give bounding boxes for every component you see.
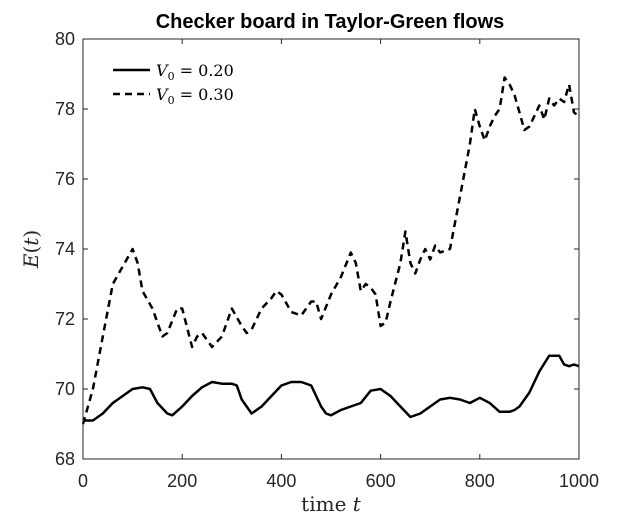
plot-background [83,39,579,459]
y-axis-label-var: E [19,253,43,269]
series-layer [81,76,580,425]
y-axis: 68 70 72 74 76 78 80 [55,29,579,469]
x-tick-label: 1000 [559,471,599,491]
y-tick-label: 78 [55,99,75,119]
chart-title: Checker board in Taylor-Green flows [156,11,505,33]
legend: V0 = 0.20 V0 = 0.30 [113,61,234,107]
y-axis-label: E(t) [19,230,43,269]
y-tick-label: 72 [55,309,75,329]
series-line-0 [83,354,580,422]
y-axis-label-close: ) [19,230,43,238]
y-tick-label: 70 [55,379,75,399]
x-tick-label: 800 [465,471,495,491]
plot-area [83,39,579,459]
x-axis-label-var: t [353,492,362,516]
x-axis-label: time t [301,492,362,516]
legend-label-v020: V0 = 0.20 [156,61,234,83]
x-axis: 0 200 400 600 800 1000 [78,39,599,491]
legend-label-v030: V0 = 0.30 [156,85,234,107]
x-axis-label-word: time [301,492,353,516]
series-line-1 [81,76,580,425]
y-tick-label: 80 [55,29,75,49]
y-tick-label: 76 [55,169,75,189]
y-tick-label: 74 [55,239,75,259]
x-tick-label: 200 [167,471,197,491]
y-tick-label: 68 [55,449,75,469]
x-tick-label: 600 [366,471,396,491]
x-tick-label: 0 [78,471,88,491]
y-axis-label-paren: ( [19,246,43,254]
y-axis-label-t: t [19,237,43,246]
x-tick-label: 400 [266,471,296,491]
